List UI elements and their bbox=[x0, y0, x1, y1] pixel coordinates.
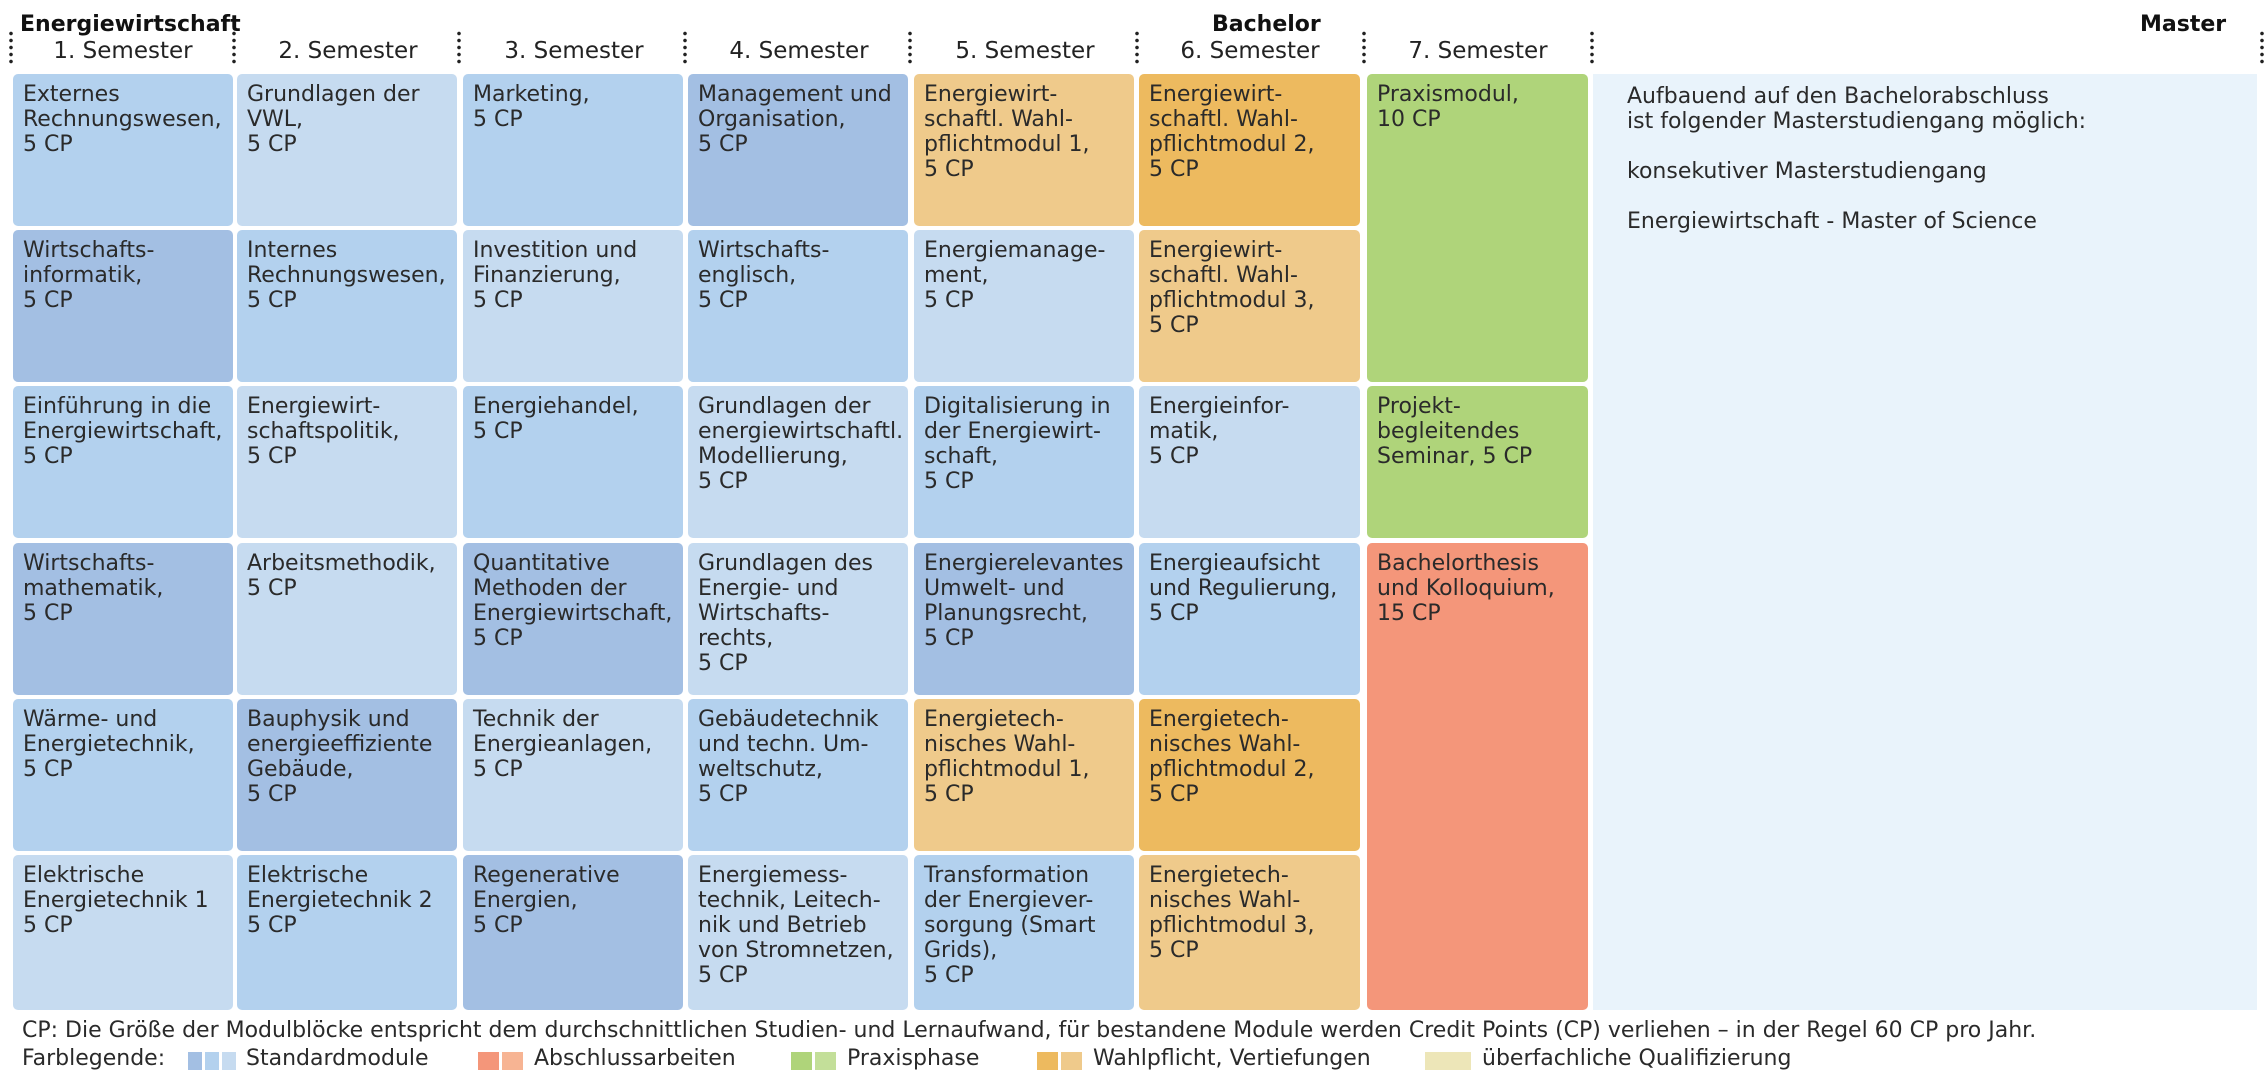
module-elektrische-energietechnik-2: Elektrische Energietechnik 2 5 CP bbox=[237, 855, 457, 1010]
module-quantitative-methoden: Quantitative Methoden der Energiewirtsch… bbox=[463, 543, 683, 695]
semester-7-header: 7. Semester bbox=[1408, 38, 1548, 64]
semester-2-header: 2. Semester bbox=[278, 38, 418, 64]
module-regenerative-energien: Regenerative Energien, 5 CP bbox=[463, 855, 683, 1010]
legend-swatch-standard bbox=[188, 1052, 236, 1070]
module-ew-wahlpflicht-3: Energiewirt- schaftl. Wahl- pflichtmodul… bbox=[1139, 230, 1360, 382]
master-label: Master bbox=[2140, 12, 2227, 37]
semester-3-header: 3. Semester bbox=[504, 38, 644, 64]
module-praxismodul: Praxismodul, 10 CP bbox=[1367, 74, 1588, 382]
master-program-name: Energiewirtschaft - Master of Science bbox=[1627, 209, 2037, 234]
module-wirtschaftsmathematik: Wirtschafts- mathematik, 5 CP bbox=[13, 543, 233, 695]
column-separator bbox=[457, 30, 461, 64]
module-energiehandel: Energiehandel, 5 CP bbox=[463, 386, 683, 538]
module-et-wahlpflicht-2: Energietech- nisches Wahl- pflichtmodul … bbox=[1139, 699, 1360, 851]
module-ew-wahlpflicht-1: Energiewirt- schaftl. Wahl- pflichtmodul… bbox=[914, 74, 1134, 226]
module-grundlagen-vwl: Grundlagen der VWL, 5 CP bbox=[237, 74, 457, 226]
legend-label-ueberfachlich: überfachliche Qualifizierung bbox=[1482, 1046, 1792, 1071]
module-management-organisation: Management und Organisation, 5 CP bbox=[688, 74, 908, 226]
module-energiemanagement: Energiemanage- ment, 5 CP bbox=[914, 230, 1134, 382]
module-energieinformatik: Energieinfor- matik, 5 CP bbox=[1139, 386, 1360, 538]
module-ew-wahlpflicht-2: Energiewirt- schaftl. Wahl- pflichtmodul… bbox=[1139, 74, 1360, 226]
semester-6-header: 6. Semester bbox=[1180, 38, 1320, 64]
module-et-wahlpflicht-1: Energietech- nisches Wahl- pflichtmodul … bbox=[914, 699, 1134, 851]
legend-title: Farblegende: bbox=[22, 1046, 166, 1071]
module-energiemesstechnik: Energiemess- technik, Leitech- nik und B… bbox=[688, 855, 908, 1010]
module-wirtschaftsinformatik: Wirtschafts- informatik, 5 CP bbox=[13, 230, 233, 382]
semester-5-header: 5. Semester bbox=[955, 38, 1095, 64]
module-grundlagen-modellierung: Grundlagen der energiewirtschaftl. Model… bbox=[688, 386, 908, 538]
legend-label-abschluss: Abschlussarbeiten bbox=[534, 1046, 736, 1071]
module-arbeitsmethodik: Arbeitsmethodik, 5 CP bbox=[237, 543, 457, 695]
module-gebaeudetechnik: Gebäudetechnik und techn. Um- weltschutz… bbox=[688, 699, 908, 851]
legend-swatch-wahlpflicht bbox=[1037, 1052, 1083, 1070]
legend-label-standard: Standardmodule bbox=[246, 1046, 429, 1071]
program-title: Energiewirtschaft bbox=[20, 12, 241, 37]
semester-1-header: 1. Semester bbox=[53, 38, 193, 64]
column-separator bbox=[232, 30, 236, 64]
legend-swatch-ueberfachlich bbox=[1425, 1052, 1471, 1070]
bachelor-label: Bachelor bbox=[1212, 12, 1321, 37]
legend-swatch-praxis bbox=[791, 1052, 837, 1070]
module-wirtschaftsenglisch: Wirtschafts- englisch, 5 CP bbox=[688, 230, 908, 382]
module-marketing: Marketing, 5 CP bbox=[463, 74, 683, 226]
module-internes-rechnungswesen: Internes Rechnungswesen, 5 CP bbox=[237, 230, 457, 382]
column-separator bbox=[1362, 30, 1366, 64]
module-umwelt-planungsrecht: Energierelevantes Umwelt- und Planungsre… bbox=[914, 543, 1134, 695]
column-separator bbox=[9, 30, 13, 64]
column-separator bbox=[2260, 30, 2264, 64]
module-projektseminar: Projekt- begleitendes Seminar, 5 CP bbox=[1367, 386, 1588, 538]
master-text-line: ist folgender Masterstudiengang möglich: bbox=[1627, 109, 2087, 134]
module-energieaufsicht: Energieaufsicht und Regulierung, 5 CP bbox=[1139, 543, 1360, 695]
master-info: Aufbauend auf den Bachelorabschluss ist … bbox=[1627, 84, 2086, 234]
module-investition-finanzierung: Investition und Finanzierung, 5 CP bbox=[463, 230, 683, 382]
column-separator bbox=[1590, 30, 1594, 64]
module-et-wahlpflicht-3: Energietech- nisches Wahl- pflichtmodul … bbox=[1139, 855, 1360, 1010]
module-digitalisierung: Digitalisierung in der Energiewirt- scha… bbox=[914, 386, 1134, 538]
column-separator bbox=[908, 30, 912, 64]
module-elektrische-energietechnik-1: Elektrische Energietechnik 1 5 CP bbox=[13, 855, 233, 1010]
module-bauphysik: Bauphysik und energieeffiziente Gebäude,… bbox=[237, 699, 457, 851]
module-einfuehrung-energiewirtschaft: Einführung in die Energiewirtschaft, 5 C… bbox=[13, 386, 233, 538]
column-separator bbox=[1135, 30, 1139, 64]
master-text-line: konsekutiver Masterstudiengang bbox=[1627, 159, 1987, 184]
module-technik-energieanlagen: Technik der Energieanlagen, 5 CP bbox=[463, 699, 683, 851]
module-bachelorthesis: Bachelorthesis und Kolloquium, 15 CP bbox=[1367, 543, 1588, 1010]
module-externes-rechnungswesen: Externes Rechnungswesen, 5 CP bbox=[13, 74, 233, 226]
module-waerme-energietechnik: Wärme- und Energietechnik, 5 CP bbox=[13, 699, 233, 851]
master-text-line: Aufbauend auf den Bachelorabschluss bbox=[1627, 84, 2049, 109]
cp-note: CP: Die Größe der Modulblöcke entspricht… bbox=[22, 1018, 2037, 1043]
legend-swatch-abschluss bbox=[478, 1052, 524, 1070]
master-panel bbox=[1593, 74, 2257, 1010]
module-smart-grids: Transformation der Energiever- sorgung (… bbox=[914, 855, 1134, 1010]
column-separator bbox=[683, 30, 687, 64]
module-grundlagen-energierecht: Grundlagen des Energie- und Wirtschafts-… bbox=[688, 543, 908, 695]
legend-label-praxis: Praxisphase bbox=[847, 1046, 980, 1071]
semester-4-header: 4. Semester bbox=[729, 38, 869, 64]
legend-label-wahlpflicht: Wahlpflicht, Vertiefungen bbox=[1093, 1046, 1371, 1071]
module-energiewirtschaftspolitik: Energiewirt- schaftspolitik, 5 CP bbox=[237, 386, 457, 538]
